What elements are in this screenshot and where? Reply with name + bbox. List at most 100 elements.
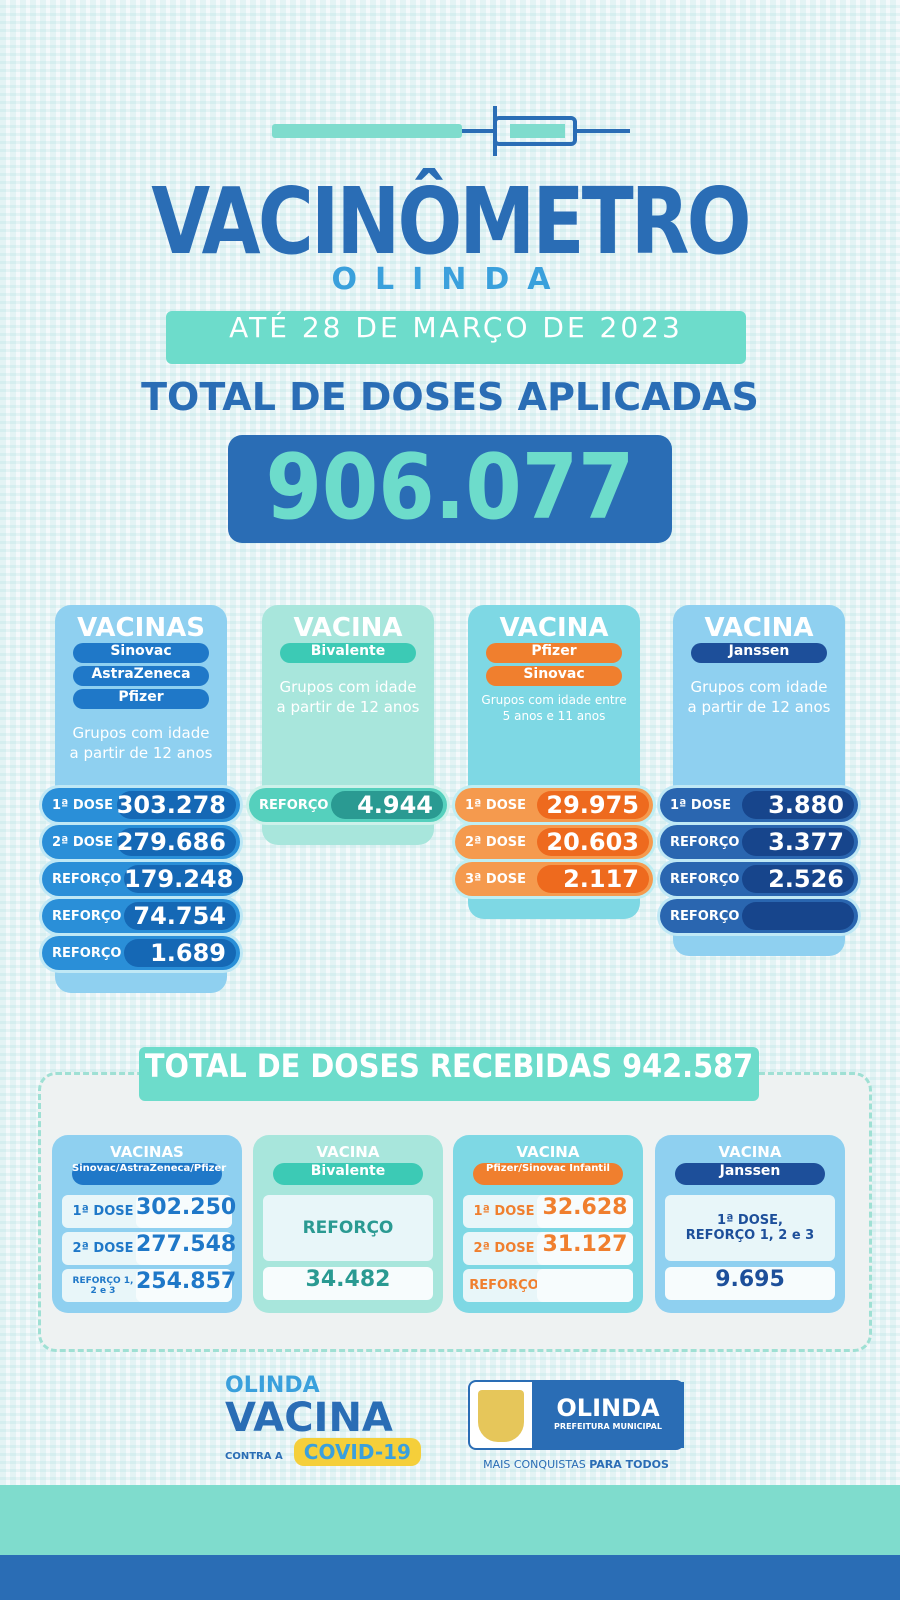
dose-row: REFORÇO 2 74.754 [42,899,240,933]
dose-value: 3.880 [742,791,854,819]
dose-value: 4.944 [331,791,443,819]
card-heading: VACINA [293,613,403,643]
dose-value: 1.689 [124,939,236,967]
dose-label: 2ª DOSE [473,1241,535,1256]
dose-row: REFORÇO 1 3.377 [660,825,858,859]
brand-pill: Pfizer/Sinovac Infantil [473,1163,623,1185]
received-title: TOTAL DE DOSES RECEBIDAS 942.587 [139,1047,759,1101]
dose-label: REFORÇO 3 [52,945,135,961]
dose-label: REFORÇO [259,797,329,813]
dose-value [537,1269,633,1302]
dose-label: 1ª DOSE [72,1204,134,1219]
dose-row-frame: 1ª DOSE 29.975 [452,785,656,825]
campaign-line2: VACINA [225,1395,393,1441]
dose-row: REFORÇO 1 179.248 [42,862,244,896]
received-row: 1ª DOSE 32.628 [463,1195,633,1228]
dose-value: 31.127 [537,1232,633,1265]
brand-pill: Pfizer [73,689,209,709]
dose-label: REFORÇO 1 [52,871,135,887]
dose-label: REFORÇO 2 [52,908,135,924]
city-box: OLINDA PREFEITURA MUNICIPAL [532,1382,684,1448]
dose-row: 1ª DOSE 3.880 [660,788,858,822]
dose-value: 32.628 [537,1195,633,1228]
dose-row: REFORÇO 3 [660,899,858,933]
brand-pill: Bivalente [280,643,416,663]
dose-value: 303.278 [116,791,236,819]
card-heading: VACINA [704,613,814,643]
received-row: 1ª DOSE 302.250 [62,1195,236,1228]
dose-row-frame: REFORÇO 2 2.526 [657,859,861,899]
dose-label: 1ª DOSE [670,797,731,813]
card-heading: VACINA [516,1143,580,1161]
dose-row-frame: REFORÇO 3 1.689 [39,933,243,973]
dose-row-frame: 1ª DOSE 3.880 [657,785,861,825]
city-logo: OLINDA PREFEITURA MUNICIPAL [468,1380,684,1450]
dose-row-frame: 3ª DOSE 2.117 [452,859,656,899]
footer-bar [0,1555,900,1600]
dose-value: 279.686 [116,828,236,856]
card-heading: VACINA [499,613,609,643]
campaign-logo: OLINDA VACINA CONTRA A COVID-19 [225,1373,421,1466]
dose-value: 29.975 [537,791,649,819]
dose-row: 3ª DOSE 2.117 [455,862,653,896]
dose-value: 254.857 [136,1269,236,1302]
brand-pill: Pfizer [486,643,622,663]
brand-pill: AstraZeneca [73,666,209,686]
dose-value [742,902,854,930]
dose-value: 2.117 [537,865,649,893]
footer-band [0,1485,900,1555]
campaign-line4: COVID-19 [293,1438,421,1466]
dose-label: 2ª DOSE [465,834,526,850]
total-label: TOTAL DE DOSES APLICADAS [141,375,759,419]
applied-card: VACINA Pfizer Sinovac Grupos com idade entr… [452,605,656,919]
card-heading: VACINAS [110,1143,184,1161]
brand-pill: Bivalente [273,1163,423,1185]
tagline-text: MAIS CONQUISTAS [483,1458,586,1471]
applied-card: VACINA Bivalente Grupos com idade a partir… [246,605,450,845]
dose-label: 1ª DOSE [473,1204,535,1219]
brand-pill: Sinovac/AstraZeneca/Pfizer [72,1163,226,1185]
dose-label: REFORÇO 3 [670,908,753,924]
group-text: Grupos com idade a partir de 12 anos [276,678,420,716]
city-name: OLINDA [556,1394,660,1422]
dose-row-frame: REFORÇO 2 74.754 [39,896,243,936]
dose-value: 34.482 [263,1267,433,1300]
dose-label: REFORÇO [263,1195,433,1261]
card-heading: VACINAS [77,613,205,643]
tagline-bold: PARA TODOS [589,1458,669,1471]
dose-value: 179.248 [124,865,244,893]
dose-row: 2ª DOSE 20.603 [455,825,653,859]
dose-value: 3.377 [742,828,854,856]
dose-label: REFORÇO [469,1278,539,1293]
dose-row: 1ª DOSE 29.975 [455,788,653,822]
date-banner: ATÉ 28 DE MARÇO DE 2023 [166,311,746,364]
received-row: 2ª DOSE 277.548 [62,1232,236,1265]
card-heading: VACINA [718,1143,782,1161]
dose-value: 302.250 [136,1195,236,1228]
received-card: VACINA Pfizer/Sinovac Infantil 1ª DOSE 32.6… [453,1135,643,1313]
received-card: VACINA Bivalente REFORÇO 34.482 [253,1135,443,1313]
subtitle: OLINDA [331,262,569,297]
dose-row: 2ª DOSE 279.686 [42,825,240,859]
city-sub: PREFEITURA MUNICIPAL [554,1422,662,1431]
dose-row: REFORÇO 3 1.689 [42,936,240,970]
dose-row-frame: 2ª DOSE 279.686 [39,822,243,862]
brand-pill: Janssen [691,643,827,663]
dose-label: 3ª DOSE [465,871,526,887]
dose-label: REFORÇO 2 [670,871,753,887]
dose-row: REFORÇO 4.944 [249,788,447,822]
dose-row-frame: 2ª DOSE 20.603 [452,822,656,862]
dose-value: 2.526 [742,865,854,893]
dose-label: 2ª DOSE [52,834,113,850]
dose-row: REFORÇO 2 2.526 [660,862,858,896]
received-row: 2ª DOSE 31.127 [463,1232,633,1265]
applied-card: VACINA Janssen Grupos com idade a partir d… [657,605,861,956]
title: VACINÔMETRO [151,168,751,275]
dose-row-frame: REFORÇO 3 [657,896,861,936]
received-card: VACINAS Sinovac/AstraZeneca/Pfizer 1ª DOSE… [52,1135,242,1313]
total-value: 906.077 [228,435,672,543]
dose-label: REFORÇO 1 [670,834,753,850]
dose-row-frame: 1ª DOSE 303.278 [39,785,243,825]
syringe-icon [272,106,630,156]
